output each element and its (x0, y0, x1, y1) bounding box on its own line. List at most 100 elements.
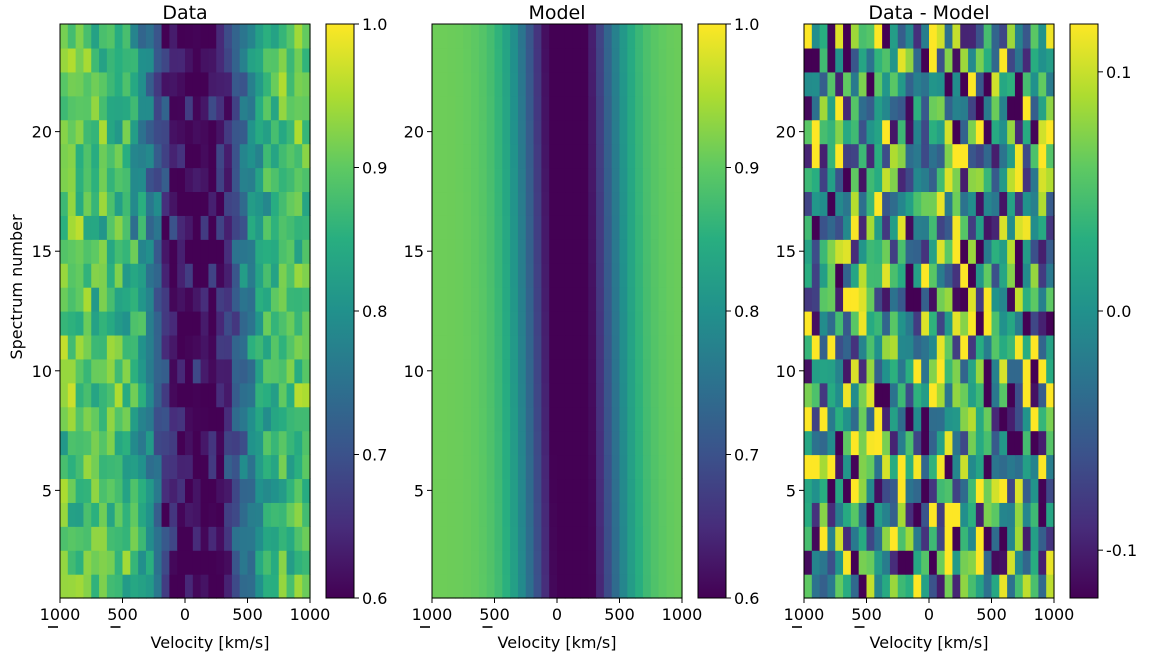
heatmap-cell (580, 358, 589, 384)
heatmap-cell (169, 358, 178, 384)
heatmap-cell (991, 430, 1000, 456)
heatmap-cell (650, 334, 660, 360)
heatmap-cell (122, 167, 131, 193)
heatmap-cell (835, 95, 844, 121)
heatmap-cell (478, 406, 488, 432)
heatmap-cell (447, 287, 457, 312)
heatmap-cell (858, 526, 868, 551)
heatmap-cell (588, 358, 597, 384)
heatmap-cell (619, 454, 628, 480)
heatmap-cell (952, 119, 961, 145)
heatmap-cell (130, 239, 139, 264)
heatmap-cell (486, 502, 496, 527)
heatmap-cell (557, 287, 566, 312)
heatmap-cell (494, 526, 503, 551)
heatmap-cell (208, 358, 217, 384)
heatmap-cell (533, 358, 542, 384)
heatmap-cell (874, 502, 883, 527)
heatmap-cell (635, 502, 644, 527)
heatmap-cell (447, 526, 457, 551)
heatmap-cell (185, 119, 194, 145)
heatmap-cell (439, 143, 449, 169)
heatmap-cell (138, 430, 147, 456)
heatmap-cell (999, 119, 1008, 145)
heatmap-cell (60, 47, 69, 73)
heatmap-cell (83, 502, 92, 527)
heatmap-cell (1030, 406, 1039, 432)
heatmap-cell (83, 239, 92, 264)
heatmap-cell (549, 334, 558, 360)
heatmap-cell (603, 311, 613, 336)
heatmap-cell (858, 430, 868, 456)
heatmap-cell (231, 454, 241, 480)
heatmap-cell (827, 406, 836, 432)
heatmap-cell (811, 358, 821, 384)
heatmap-cell (502, 191, 511, 216)
heatmap-cell (122, 119, 131, 145)
heatmap-cell (185, 334, 194, 360)
heatmap-cell (208, 526, 217, 551)
heatmap-cell (835, 71, 844, 97)
heatmap-cell (921, 47, 930, 73)
heatmap-cell (263, 215, 272, 240)
heatmap-cell (255, 526, 264, 551)
heatmap-cell (549, 95, 558, 121)
heatmap-cell (804, 382, 813, 408)
heatmap-cell (960, 430, 969, 456)
heatmap-cell (858, 550, 868, 575)
heatmap-cell (138, 311, 147, 336)
heatmap-cell (952, 143, 961, 169)
heatmap-cell (67, 334, 77, 360)
heatmap-cell (596, 71, 605, 97)
heatmap-cell (60, 478, 69, 503)
colorbar-tick-label: 1.0 (734, 15, 759, 34)
heatmap-cell (850, 574, 860, 599)
heatmap-cell (913, 239, 922, 264)
heatmap-cell (882, 215, 891, 240)
heatmap-cell (447, 358, 457, 384)
heatmap-cell (510, 406, 519, 432)
heatmap-cell (447, 334, 457, 360)
heatmap-cell (603, 47, 613, 73)
heatmap-cell (231, 95, 241, 121)
heatmap-cell (1030, 119, 1039, 145)
heatmap-cell (138, 574, 147, 599)
heatmap-cell (286, 24, 295, 49)
heatmap-cell (169, 382, 178, 408)
heatmap-cell (596, 478, 605, 503)
heatmap-cell (549, 24, 558, 49)
heatmap-cell (557, 263, 566, 288)
heatmap-cell (231, 430, 241, 456)
heatmap-cell (1038, 311, 1047, 336)
heatmap-cell (177, 95, 186, 121)
heatmap-cell (510, 430, 519, 456)
heatmap-cell (843, 167, 852, 193)
heatmap-cell (658, 502, 667, 527)
heatmap-cell (588, 215, 597, 240)
heatmap-cell (432, 311, 441, 336)
heatmap-cell (278, 478, 288, 503)
heatmap-cell (549, 358, 558, 384)
heatmap-cell (517, 358, 527, 384)
heatmap-cell (255, 287, 264, 312)
heatmap-cell (666, 215, 675, 240)
heatmap-cell (843, 47, 852, 73)
heatmap-cell (455, 287, 464, 312)
heatmap-cell (611, 478, 621, 503)
heatmap-cell (153, 550, 163, 575)
heatmap-cell (968, 382, 977, 408)
heatmap-cell (471, 406, 480, 432)
heatmap-cell (122, 24, 131, 49)
heatmap-cell (231, 167, 241, 193)
heatmap-cell (960, 191, 969, 216)
heatmap-cell (541, 287, 550, 312)
heatmap-cell (439, 478, 449, 503)
heatmap-cell (99, 454, 108, 480)
heatmap-cell (991, 167, 1000, 193)
heatmap-cell (478, 550, 488, 575)
heatmap-cell (67, 526, 77, 551)
heatmap-cell (294, 119, 303, 145)
heatmap-cell (882, 358, 891, 384)
heatmap-cell (843, 287, 852, 312)
